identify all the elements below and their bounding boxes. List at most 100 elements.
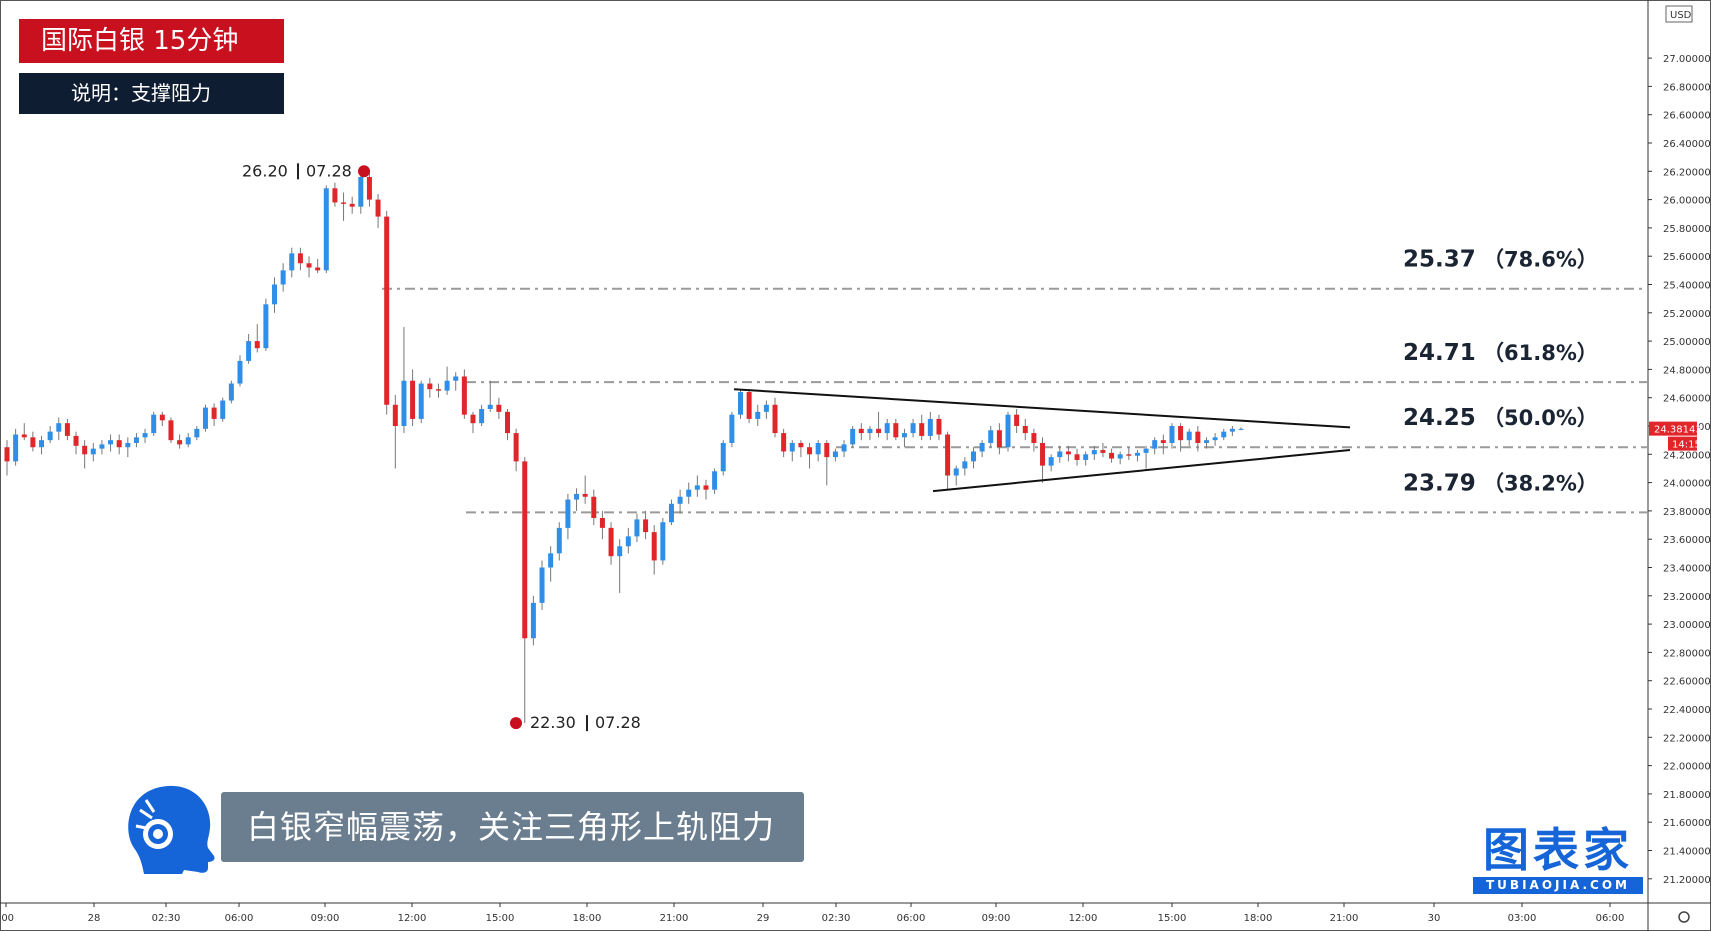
brand-logo: 图表家 TUBIAOJIA.COM: [1473, 826, 1643, 896]
x-tick-label: 30: [1428, 913, 1441, 924]
candle-body: [323, 188, 329, 271]
level-pct: （38.2%）: [1483, 471, 1598, 495]
candle-body: [1057, 451, 1063, 458]
candle-body: [1238, 428, 1244, 430]
candle-body: [815, 442, 821, 455]
candle-body: [530, 602, 536, 639]
candle-body: [194, 428, 200, 438]
candle-body: [1031, 433, 1037, 443]
y-tick-label: 26.20000: [1663, 167, 1711, 178]
y-tick-label: 23.00000: [1663, 620, 1711, 631]
candle-body: [56, 423, 62, 432]
candle-body: [556, 527, 562, 554]
y-tick-label: 25.60000: [1663, 252, 1711, 263]
candle-body: [280, 270, 286, 285]
candle-body: [867, 428, 873, 434]
candle-body: [177, 440, 183, 445]
level-pct: （50.0%）: [1483, 406, 1598, 430]
x-tick-label: 06:00: [1596, 913, 1625, 924]
y-tick-label: 25.80000: [1663, 224, 1711, 235]
x-tick-label: 12:00: [1069, 913, 1098, 924]
candle-body: [522, 461, 528, 639]
candle-body: [936, 418, 942, 435]
candle-body: [755, 411, 761, 419]
currency-label: USD: [1670, 10, 1692, 21]
candle-body: [617, 546, 623, 557]
x-tick-label: 21:00: [660, 913, 689, 924]
candle-body: [927, 418, 933, 436]
candle-body: [737, 392, 743, 415]
candle-body: [832, 451, 838, 458]
candle-body: [841, 444, 847, 452]
candle-body: [1091, 450, 1097, 455]
x-tick-label: 06:00: [225, 913, 254, 924]
candle-body: [686, 489, 692, 497]
candle-body: [1143, 448, 1149, 453]
x-tick-label: 09:00: [311, 913, 340, 924]
candle-body: [1022, 426, 1028, 434]
x-tick-label: 28: [88, 913, 101, 924]
y-tick-label: 22.80000: [1663, 648, 1711, 659]
candle-body: [798, 442, 804, 448]
candle-body: [349, 203, 355, 207]
candle-body: [1005, 414, 1011, 448]
y-tick-label: 23.20000: [1663, 592, 1711, 603]
candle-body: [884, 423, 890, 434]
candle-body: [772, 404, 778, 434]
candle-body: [202, 407, 208, 429]
candle-body: [625, 536, 631, 547]
candle-body: [444, 380, 450, 391]
candle-body: [306, 263, 312, 268]
candle-body: [901, 433, 907, 438]
candle-body: [858, 428, 864, 434]
candle-body: [651, 532, 657, 561]
x-tick-label: 15:00: [1158, 913, 1187, 924]
high-marker-dot: [358, 165, 370, 178]
candle-body: [168, 420, 174, 441]
candle-body: [789, 442, 795, 452]
candle-body: [427, 383, 433, 390]
candle-body: [392, 404, 398, 426]
candle-body: [470, 414, 476, 424]
candle-body: [703, 485, 709, 490]
y-tick-label: 21.20000: [1663, 875, 1711, 886]
chart-subtitle: 说明：支撑阻力: [19, 73, 284, 114]
candle-body: [1212, 437, 1218, 441]
candle-body: [953, 468, 959, 476]
y-tick-label: 21.60000: [1663, 818, 1711, 829]
candle-body: [375, 199, 381, 217]
candle-body: [608, 527, 614, 557]
x-tick-label: 18:00: [1244, 913, 1273, 924]
level-value: 23.79: [1403, 470, 1476, 496]
y-tick-label: 27.00000: [1663, 54, 1711, 65]
candle-body: [125, 442, 131, 448]
candle-body: [211, 407, 217, 419]
candle-body: [237, 360, 243, 384]
candle-body: [410, 380, 416, 419]
y-tick-label: 22.00000: [1663, 762, 1711, 773]
x-tick-label: :00: [0, 913, 14, 924]
low-marker-price: 22.30: [530, 713, 576, 732]
y-tick-label: 23.60000: [1663, 535, 1711, 546]
robot-head-icon: [128, 785, 215, 874]
y-tick-label: 23.80000: [1663, 507, 1711, 518]
candle-body: [876, 428, 882, 434]
x-tick-label: 21:00: [1330, 913, 1359, 924]
high-marker-price: 26.20: [242, 161, 288, 180]
candle-body: [1134, 452, 1140, 456]
candle-body: [1186, 431, 1192, 441]
caption-banner: 白银窄幅震荡，关注三角形上轨阻力: [221, 792, 804, 862]
y-tick-label: 22.20000: [1663, 733, 1711, 744]
y-tick-label: 24.00000: [1663, 479, 1711, 490]
level-value: 25.37: [1403, 247, 1476, 273]
x-tick-label: 03:00: [1508, 913, 1537, 924]
candle-body: [159, 414, 165, 421]
candle-body: [401, 380, 407, 426]
candle-body: [496, 404, 502, 412]
x-tick-label: 06:00: [897, 913, 926, 924]
current-price-label: 24.38143: [1654, 425, 1702, 436]
candle-body: [712, 471, 718, 490]
candle-body: [263, 304, 269, 349]
candle-body: [1109, 452, 1115, 459]
